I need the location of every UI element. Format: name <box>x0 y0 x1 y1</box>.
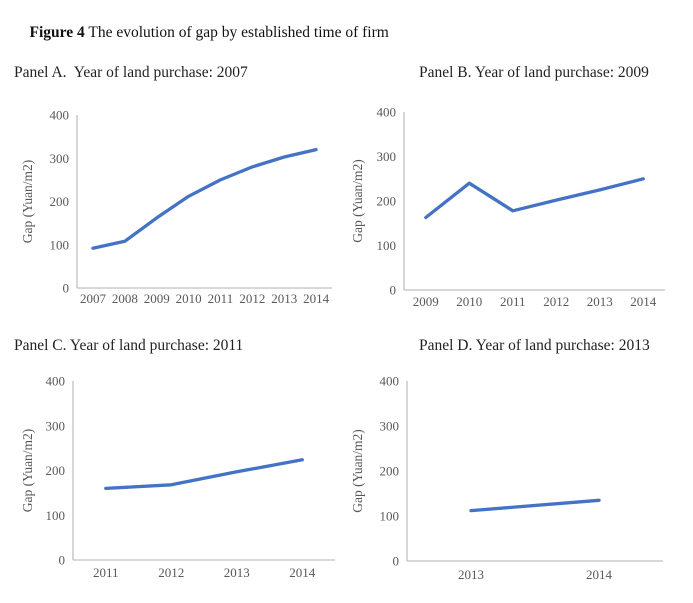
data-line <box>469 498 601 513</box>
x-tick-label: 2010 <box>456 294 482 309</box>
y-tick-label: 0 <box>59 553 66 568</box>
x-tick-label: 2012 <box>543 294 569 309</box>
y-axis-title: Gap (Yuan/m2) <box>20 429 35 513</box>
panel-d-chart: 0 100 200 300 400 2013 2014 Gap (Yuan/m2) <box>350 363 693 593</box>
panel-d-title: Panel D. Year of land purchase: 2013 <box>419 337 650 354</box>
panel-c-chart: 0 100 200 300 400 2011 2012 2013 2014 Gap (Yuan/m… <box>20 363 350 593</box>
x-tick-label: 2013 <box>271 291 297 306</box>
y-axis-title: Gap (Yuan/m2) <box>350 159 365 243</box>
y-tick-label: 100 <box>377 238 397 253</box>
y-tick-label: 300 <box>50 151 70 166</box>
data-line <box>104 458 304 491</box>
y-tick-label: 400 <box>377 105 397 120</box>
y-tick-label: 300 <box>380 419 400 434</box>
x-tick-label: 2009 <box>144 291 170 306</box>
x-tick-label: 2014 <box>303 291 330 306</box>
y-tick-label: 200 <box>50 194 70 209</box>
line-chart: 0 100 200 300 400 2011 2012 2013 2014 Gap (Yuan/m… <box>20 374 335 580</box>
y-tick-label: 100 <box>380 509 400 524</box>
panel-b-title: Panel B. Year of land purchase: 2009 <box>419 64 649 81</box>
x-tick-label: 2010 <box>176 291 202 306</box>
figure-label: Figure 4 <box>29 24 85 41</box>
panel-c-title: Panel C. Year of land purchase: 2011 <box>14 337 244 354</box>
y-axis-title: Gap (Yuan/m2) <box>350 429 365 513</box>
y-tick-label: 400 <box>380 374 400 389</box>
panel-b-chart: 0 100 200 300 400 2009 2010 2011 2012 2013 2014 Gap… <box>350 93 693 321</box>
y-tick-label: 200 <box>377 194 397 209</box>
x-tick-label: 2011 <box>500 294 526 309</box>
y-tick-label: 0 <box>63 281 70 296</box>
x-tick-label: 2014 <box>289 565 316 580</box>
data-line <box>424 177 645 220</box>
x-tick-label: 2014 <box>586 567 613 582</box>
y-tick-label: 200 <box>380 464 400 479</box>
line-chart: 0 100 200 300 400 2007 2008 2009 2010 2011 2012 201… <box>20 108 332 306</box>
figure-caption: The evolution of gap by established time… <box>84 24 389 41</box>
y-tick-label: 400 <box>46 374 66 389</box>
y-tick-label: 0 <box>390 283 397 298</box>
x-tick-label: 2014 <box>630 294 657 309</box>
y-tick-label: 300 <box>377 149 397 164</box>
y-tick-label: 100 <box>46 508 66 523</box>
x-tick-label: 2007 <box>80 291 107 306</box>
x-tick-label: 2011 <box>93 565 119 580</box>
y-tick-label: 200 <box>46 463 66 478</box>
panel-a-title: Panel A. Year of land purchase: 2007 <box>14 64 248 81</box>
y-tick-label: 400 <box>50 108 70 123</box>
x-tick-label: 2013 <box>224 565 250 580</box>
panel-a-chart: 0 100 200 300 400 2007 2008 2009 2010 2011 2012 201… <box>20 93 350 321</box>
x-tick-label: 2009 <box>413 294 439 309</box>
y-tick-label: 300 <box>46 418 66 433</box>
y-tick-label: 0 <box>393 554 400 569</box>
x-tick-label: 2012 <box>158 565 184 580</box>
x-tick-label: 2011 <box>208 291 234 306</box>
line-chart: 0 100 200 300 400 2009 2010 2011 2012 2013 2014 Gap… <box>350 105 665 309</box>
x-tick-label: 2008 <box>112 291 138 306</box>
y-tick-label: 100 <box>50 237 70 252</box>
line-chart: 0 100 200 300 400 2013 2014 Gap (Yuan/m2) <box>350 374 663 582</box>
x-tick-label: 2013 <box>587 294 613 309</box>
data-line <box>91 147 318 250</box>
x-tick-label: 2012 <box>239 291 265 306</box>
y-axis-title: Gap (Yuan/m2) <box>20 160 35 244</box>
x-tick-label: 2013 <box>458 567 484 582</box>
figure-title: Figure 4 The evolution of gap by establi… <box>14 6 389 60</box>
